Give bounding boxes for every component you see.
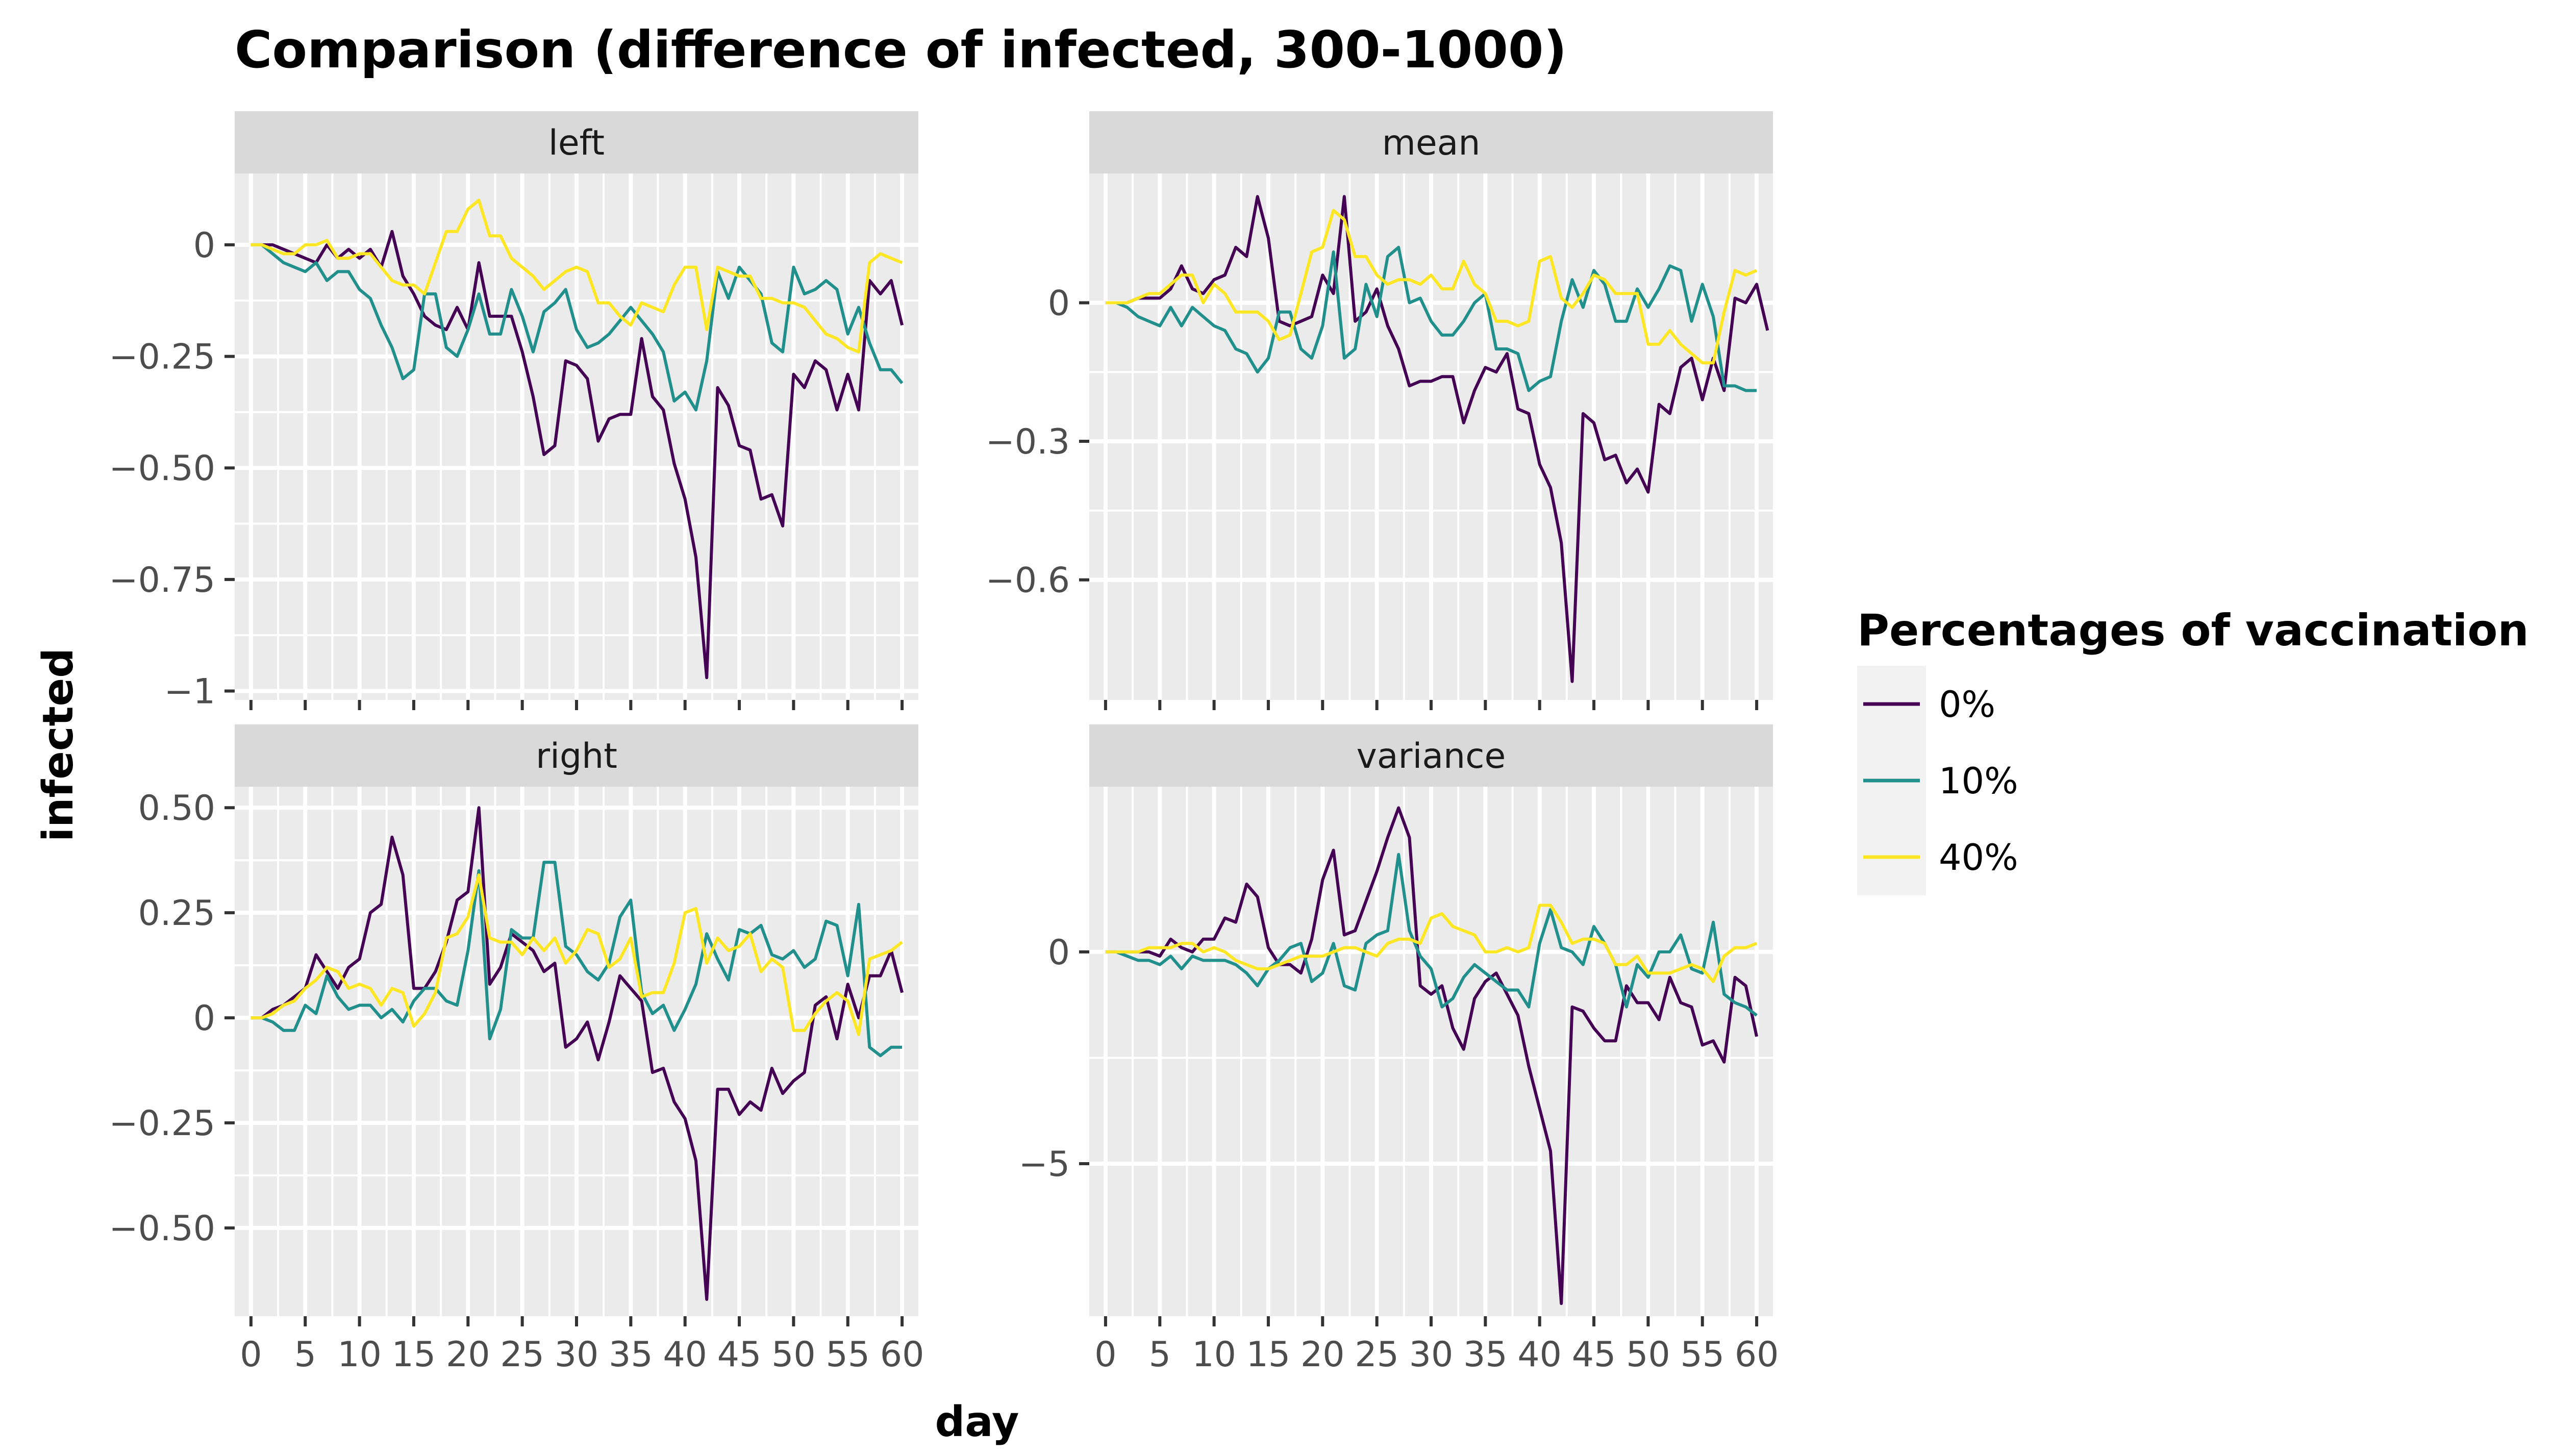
series-line-40pct (1105, 209, 1758, 365)
legend-title: Percentages of vaccination (1857, 605, 2529, 656)
legend-entry: 10% (1857, 742, 2018, 819)
x-tick-label: 40 (663, 1335, 707, 1375)
x-tick-label: 45 (717, 1335, 762, 1375)
series-line-40pct (1105, 903, 1758, 983)
x-tick-label: 25 (500, 1335, 544, 1375)
facet-strip (1089, 724, 1773, 787)
series-line-10pct (251, 243, 904, 412)
x-tick-label: 45 (1572, 1335, 1616, 1375)
x-tick-label: 55 (826, 1335, 870, 1375)
x-tick-label: 5 (294, 1335, 316, 1375)
x-tick-label: 10 (1192, 1335, 1236, 1375)
series-line-10pct (251, 861, 903, 1058)
x-tick-label: 60 (880, 1335, 924, 1375)
x-tick-label: 25 (1355, 1335, 1399, 1375)
facet-strip-label: variance (1357, 736, 1506, 776)
y-tick-label: −0.6 (986, 561, 1070, 601)
x-tick-label: 5 (1149, 1335, 1171, 1375)
x-tick-label: 15 (392, 1335, 436, 1375)
facet-strip-label: mean (1382, 123, 1481, 163)
y-tick-label: 0.50 (138, 788, 215, 829)
y-tick-label: −5 (1019, 1144, 1070, 1185)
series-line-40pct (251, 873, 903, 1036)
series-line-0pct (1105, 195, 1769, 683)
series-line-0pct (1105, 806, 1759, 1306)
y-tick-label: −0.25 (109, 1103, 215, 1144)
series-line-0pct (251, 806, 904, 1301)
legend-entry: 0% (1857, 666, 1995, 742)
series-line-10pct (1105, 852, 1758, 1017)
y-axis-title: infected (34, 648, 83, 842)
facet-panel-mean: mean 0 −0.3 −0.6 (986, 111, 1773, 710)
x-tick-label: 0 (1094, 1335, 1116, 1375)
y-tick-label: 0 (1048, 933, 1070, 973)
y-tick-label: 0 (193, 225, 215, 266)
y-tick-label: 0 (1048, 283, 1070, 323)
y-tick-label: −1 (164, 672, 215, 712)
y-tick-label: 0 (193, 998, 215, 1039)
x-tick-label: 30 (555, 1335, 599, 1375)
facet-strip (235, 724, 918, 787)
series-line-40pct (251, 198, 903, 354)
series-line-0pct (251, 230, 904, 680)
y-tick-label: −0.75 (109, 560, 215, 600)
x-tick-label: 10 (337, 1335, 382, 1375)
x-tick-label: 35 (1463, 1335, 1508, 1375)
legend: Percentages of vaccination 0% 10% 40% (1857, 605, 2529, 895)
x-tick-label: 50 (1626, 1335, 1670, 1375)
x-tick-label: 50 (771, 1335, 816, 1375)
x-tick-label: 55 (1680, 1335, 1724, 1375)
legend-label: 10% (1939, 760, 2018, 802)
legend-label: 40% (1939, 837, 2018, 878)
x-tick-label: 20 (1300, 1335, 1345, 1375)
x-tick-label: 35 (609, 1335, 653, 1375)
chart-title: Comparison (difference of infected, 300-… (235, 20, 1567, 80)
facet-strip-label: left (548, 123, 605, 163)
facet-strip (235, 111, 918, 173)
x-axis-title: day (935, 1398, 1019, 1446)
y-tick-label: 0.25 (138, 893, 215, 934)
facet-panel-left: left 0 −0.25 −0.50 −0.75 −1 (109, 111, 918, 712)
x-tick-label: 0 (240, 1335, 262, 1375)
x-tick-label: 60 (1735, 1335, 1779, 1375)
y-tick-label: −0.50 (109, 448, 215, 489)
legend-entry: 40% (1857, 819, 2018, 895)
facet-panels: left 0 −0.25 −0.50 −0.75 −1 mean 0 −0.3 −0.6 right… (109, 111, 1779, 1375)
x-tick-label: 40 (1517, 1335, 1562, 1375)
legend-label: 0% (1939, 684, 1995, 725)
y-tick-label: −0.3 (986, 422, 1070, 462)
x-tick-label: 30 (1409, 1335, 1454, 1375)
x-tick-label: 15 (1246, 1335, 1291, 1375)
facet-strip (1089, 111, 1773, 173)
series-line-10pct (1105, 245, 1757, 392)
y-tick-label: −0.25 (109, 337, 215, 378)
y-tick-label: −0.50 (109, 1209, 215, 1249)
x-tick-label: 20 (446, 1335, 490, 1375)
facet-strip-label: right (536, 736, 617, 776)
